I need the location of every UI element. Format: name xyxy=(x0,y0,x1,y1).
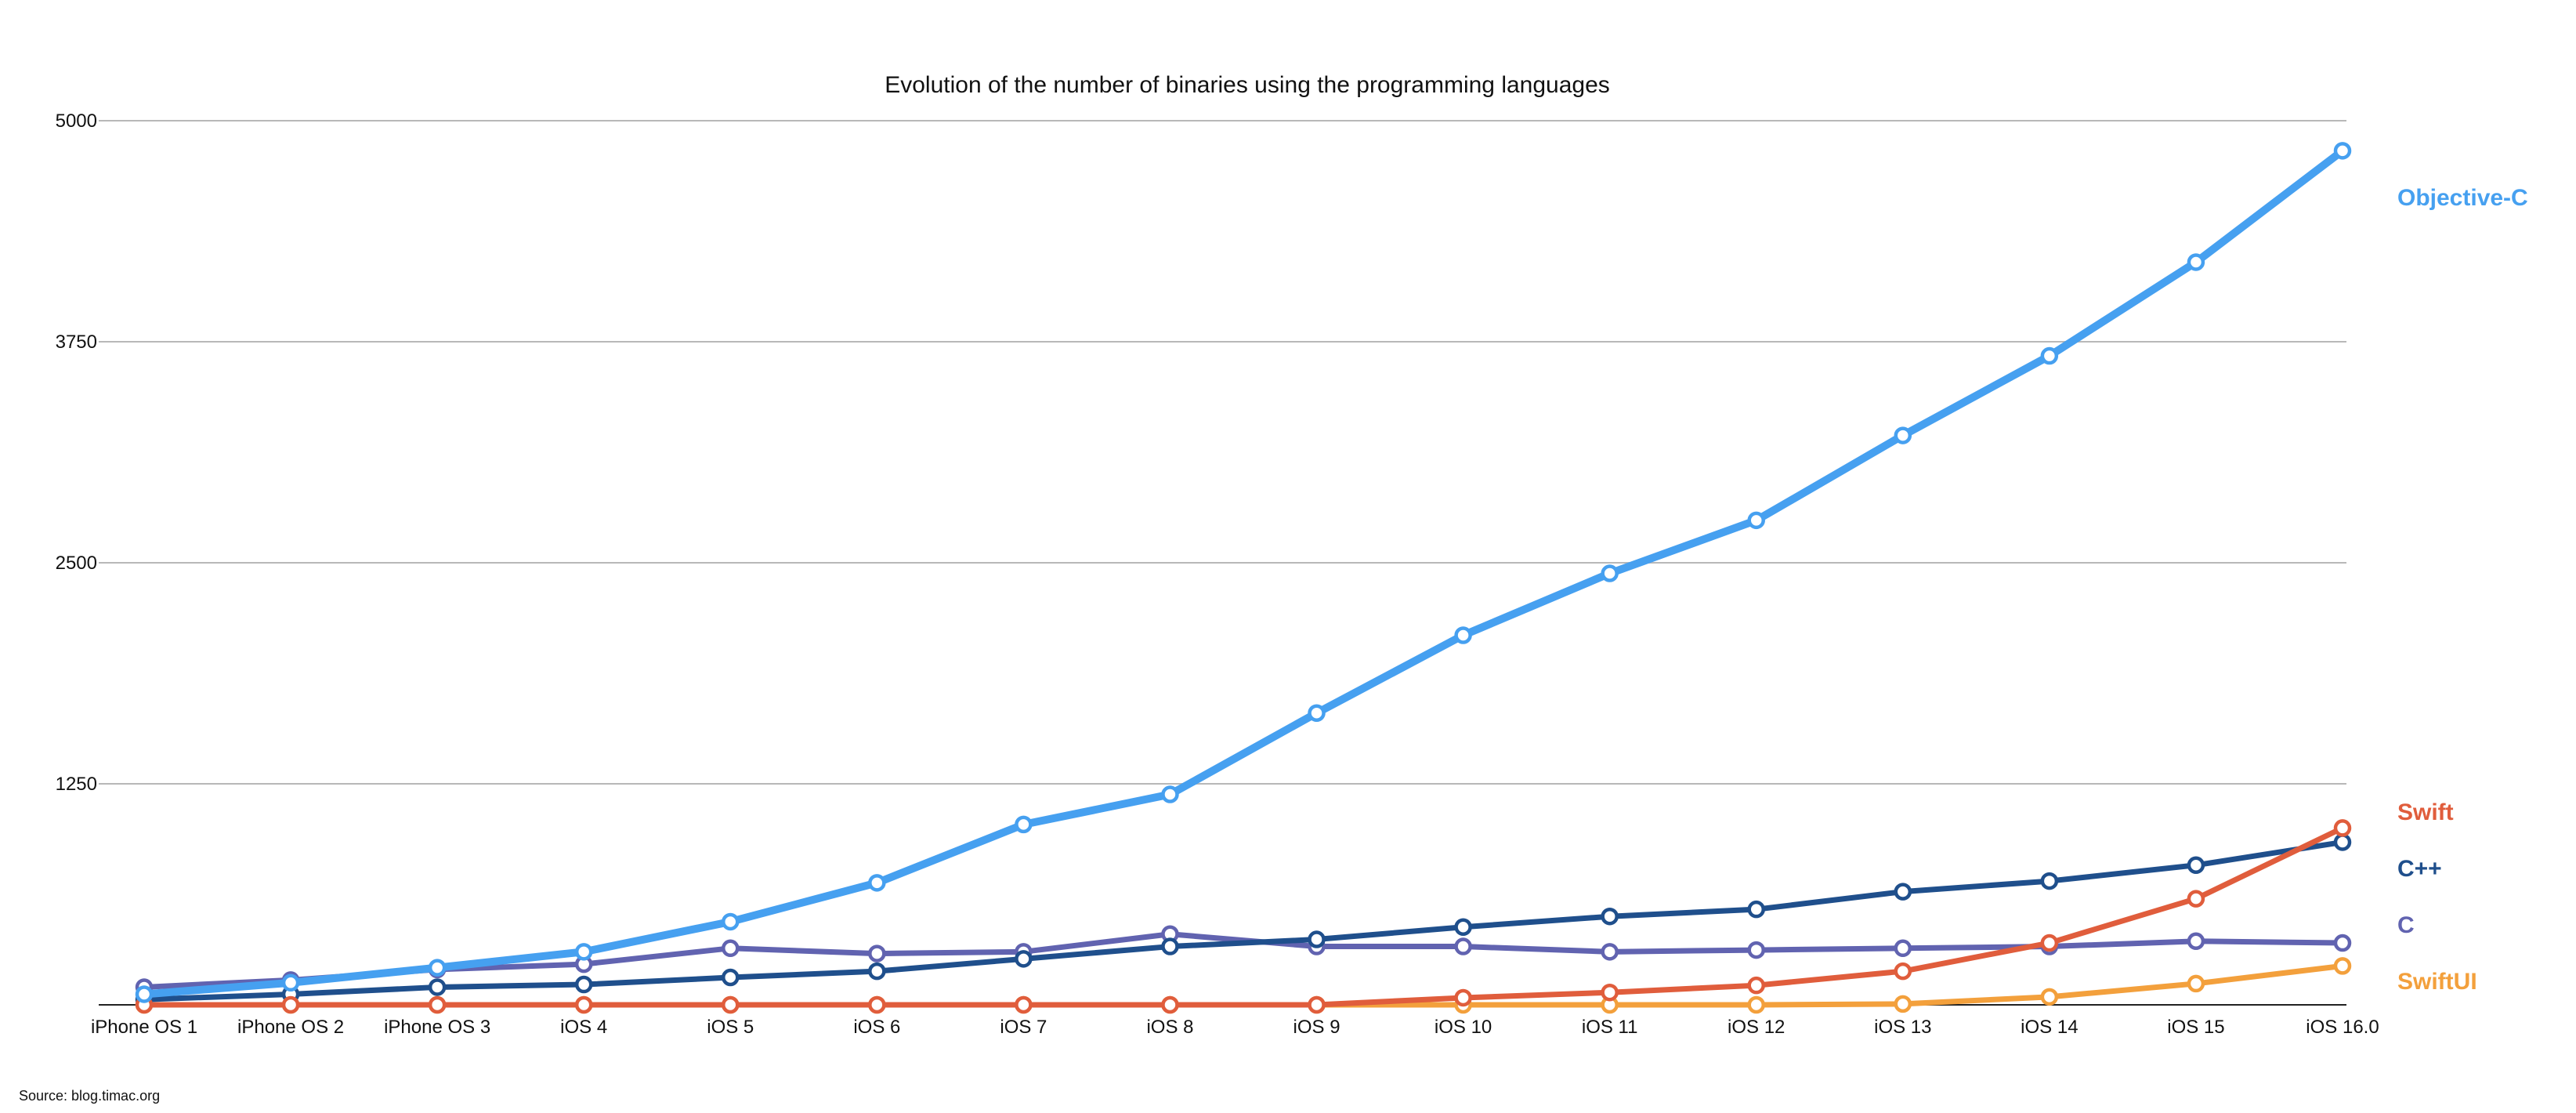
data-point xyxy=(135,985,154,1003)
x-tick-label: iOS 15 xyxy=(2167,1017,2224,1038)
x-tick-label: iOS 4 xyxy=(560,1017,607,1038)
data-point xyxy=(574,943,593,961)
series-c xyxy=(135,833,2352,1009)
data-point xyxy=(1894,995,1912,1013)
data-point xyxy=(1308,930,1326,948)
data-point xyxy=(1161,995,1179,1014)
data-point xyxy=(868,995,886,1014)
data-point xyxy=(1161,937,1179,955)
data-point xyxy=(2187,890,2205,908)
source-note: Source: blog.timac.org xyxy=(19,1088,161,1104)
x-tick-label: iPhone OS 2 xyxy=(237,1017,344,1038)
data-point xyxy=(722,968,740,987)
x-tick-label: iOS 6 xyxy=(853,1017,900,1038)
data-point xyxy=(1747,941,1765,959)
data-point xyxy=(281,995,300,1014)
data-point xyxy=(428,978,447,996)
data-point xyxy=(574,995,593,1014)
x-tick-label: iOS 14 xyxy=(2021,1017,2078,1038)
x-tick-label: iOS 12 xyxy=(1728,1017,1785,1038)
data-point xyxy=(1747,511,1765,530)
data-point xyxy=(2333,833,2352,851)
x-tick-label: iOS 7 xyxy=(1000,1017,1047,1038)
data-point xyxy=(281,973,300,992)
series-label: Objective-C xyxy=(2397,185,2528,211)
data-point xyxy=(2333,819,2352,837)
data-point xyxy=(574,975,593,994)
data-point xyxy=(2187,932,2205,951)
data-point xyxy=(1454,918,1472,936)
x-tick-label: iOS 16.0 xyxy=(2306,1017,2379,1038)
data-point xyxy=(2040,934,2059,952)
series-labels: Objective-C Swift C++ C SwiftUI xyxy=(2397,185,2528,995)
data-point xyxy=(868,944,886,963)
data-point xyxy=(1747,995,1765,1014)
series-label: C++ xyxy=(2397,856,2442,882)
x-tick-label: iPhone OS 1 xyxy=(91,1017,197,1038)
data-point xyxy=(1894,883,1912,901)
data-point xyxy=(2040,872,2059,890)
y-tick-label: 3750 xyxy=(56,332,97,353)
x-tick-label: iOS 8 xyxy=(1146,1017,1193,1038)
series-line xyxy=(141,839,2346,1002)
data-point xyxy=(428,995,447,1014)
y-axis-ticks: 1250 2500 3750 5000 xyxy=(56,111,97,795)
data-point xyxy=(1454,988,1472,1007)
series-label: C xyxy=(2397,912,2415,938)
y-tick-label: 5000 xyxy=(56,111,97,132)
series-line xyxy=(141,825,2346,1008)
data-point xyxy=(722,995,740,1014)
data-point xyxy=(1747,900,1765,919)
data-point xyxy=(1161,785,1179,803)
data-point xyxy=(2333,934,2352,952)
data-point xyxy=(868,874,886,892)
x-tick-label: iOS 5 xyxy=(707,1017,754,1038)
gridlines xyxy=(99,120,2346,1006)
data-point xyxy=(1601,943,1619,961)
data-point xyxy=(2040,346,2059,365)
x-tick-label: iOS 10 xyxy=(1435,1017,1492,1038)
data-point xyxy=(2333,957,2352,975)
series-objective-c xyxy=(135,142,2352,1003)
data-point xyxy=(1454,937,1472,955)
y-tick-label: 1250 xyxy=(56,774,97,795)
data-point xyxy=(1894,939,1912,958)
data-point xyxy=(2333,142,2352,160)
series-swift xyxy=(135,819,2352,1014)
data-point xyxy=(428,959,447,977)
data-point xyxy=(1454,626,1472,644)
data-point xyxy=(1601,907,1619,926)
data-point xyxy=(1747,976,1765,995)
series-label: SwiftUI xyxy=(2397,969,2477,995)
data-point xyxy=(2187,253,2205,271)
x-tick-label: iOS 13 xyxy=(1874,1017,1931,1038)
data-point xyxy=(1894,426,1912,444)
chart-title: Evolution of the number of binaries usin… xyxy=(885,72,1610,98)
data-point xyxy=(722,939,740,958)
series-line xyxy=(140,147,2346,999)
data-point xyxy=(1601,983,1619,1002)
data-point xyxy=(2187,974,2205,993)
data-point xyxy=(1308,995,1326,1014)
x-tick-label: iPhone OS 3 xyxy=(384,1017,490,1038)
data-point xyxy=(1015,950,1033,968)
data-point xyxy=(722,912,740,931)
x-axis-ticks: iPhone OS 1 iPhone OS 2 iPhone OS 3 iOS 4 iO… xyxy=(91,1017,2379,1038)
data-point xyxy=(1015,815,1033,834)
x-tick-label: iOS 11 xyxy=(1582,1017,1638,1038)
y-tick-label: 2500 xyxy=(56,553,97,574)
data-point xyxy=(2187,856,2205,875)
series-label: Swift xyxy=(2397,799,2454,825)
series-group xyxy=(135,142,2352,1014)
data-point xyxy=(1601,564,1619,582)
data-point xyxy=(1015,995,1033,1014)
x-tick-label: iOS 9 xyxy=(1293,1017,1340,1038)
data-point xyxy=(868,962,886,981)
data-point xyxy=(1894,962,1912,981)
data-point xyxy=(1308,704,1326,723)
data-point xyxy=(2040,988,2059,1006)
